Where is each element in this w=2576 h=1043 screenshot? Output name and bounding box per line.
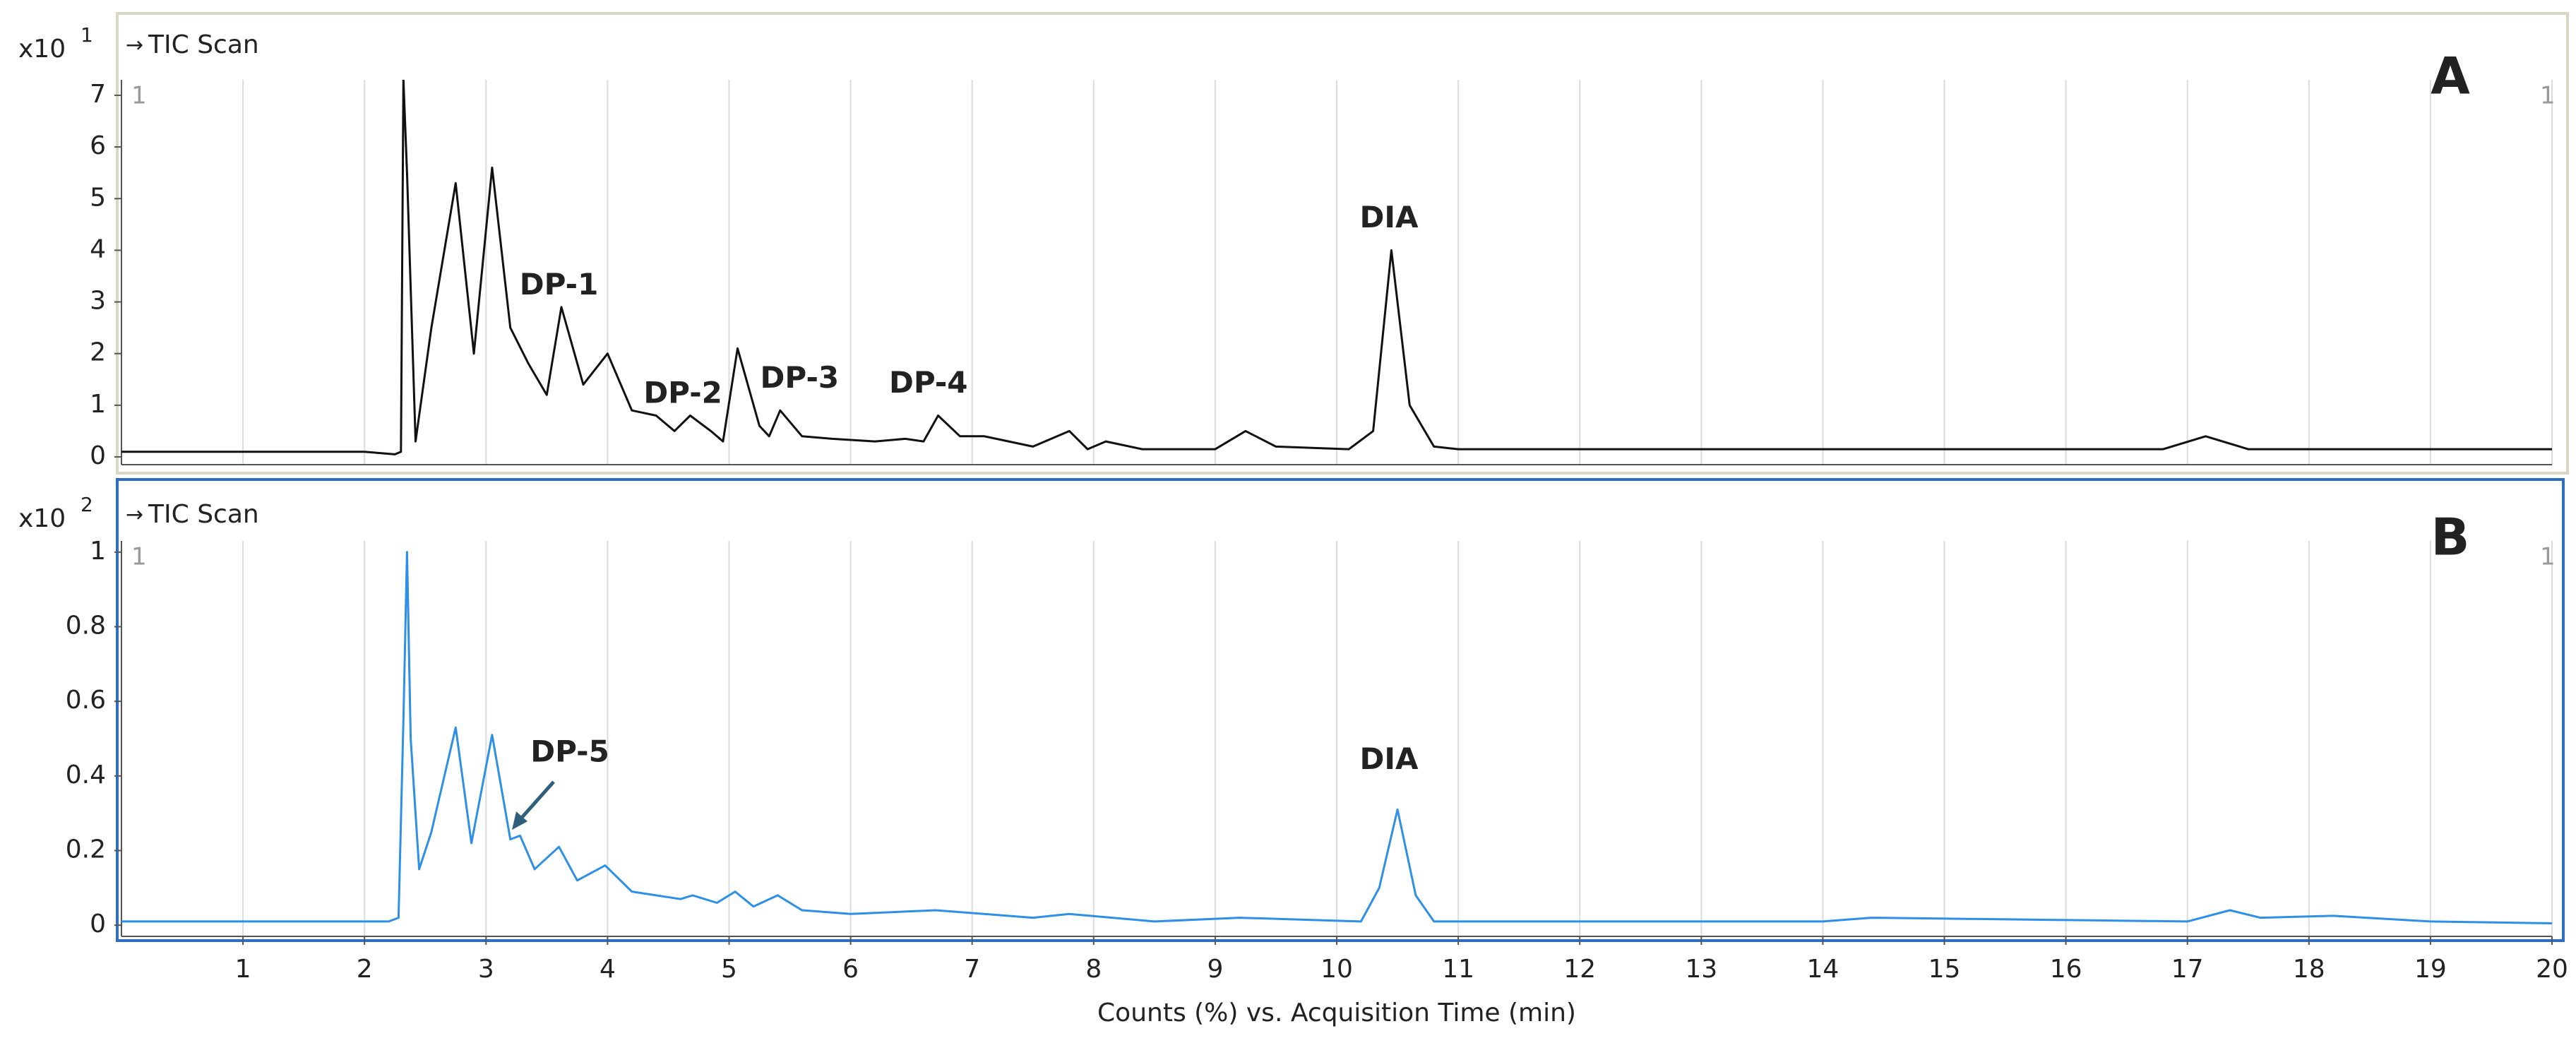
annotation: DP-5 (530, 734, 609, 769)
y-tick-label: 6 (90, 131, 106, 160)
annotation-arrow (518, 780, 555, 822)
annotation-arrowhead (512, 811, 528, 830)
x-tick-label: 13 (1685, 955, 1717, 984)
y-tick-label: 7 (90, 80, 106, 109)
y-multiplier: x10 (18, 504, 66, 533)
panel-label: B (2431, 508, 2470, 567)
x-tick-label: 15 (1928, 955, 1961, 984)
y-tick-label: 1 (90, 537, 106, 566)
annotation: DP-2 (643, 376, 722, 410)
y-tick-label: 5 (90, 183, 106, 212)
annotation: DIA (1360, 200, 1419, 234)
x-tick-label: 3 (478, 955, 494, 984)
annotation: DP-1 (520, 267, 599, 302)
legend-marker: → (126, 503, 143, 528)
y-tick-label: 0.4 (66, 761, 106, 789)
annotation: DP-3 (761, 360, 840, 395)
trace (121, 80, 2552, 455)
x-tick-label: 14 (1806, 955, 1839, 984)
y-exponent: 1 (80, 23, 93, 47)
y-tick-label: 0.8 (66, 612, 106, 640)
panel-label: A (2431, 47, 2470, 106)
y-multiplier: x10 (18, 35, 66, 64)
panel-frame (116, 12, 2569, 475)
y-tick-label: 1 (90, 390, 106, 419)
x-tick-label: 7 (964, 955, 980, 984)
x-tick-label: 8 (1085, 955, 1102, 984)
y-tick-label: 0.2 (66, 835, 106, 864)
trace (121, 551, 2552, 924)
y-tick-label: 3 (90, 287, 106, 316)
x-tick-label: 6 (842, 955, 859, 984)
panel-frame (116, 478, 2565, 942)
legend-marker: → (126, 33, 143, 58)
y-tick-label: 0 (90, 441, 106, 470)
corner-label: 1 (2540, 543, 2556, 571)
corner-label: 1 (131, 543, 147, 571)
x-tick-label: 4 (600, 955, 616, 984)
y-exponent: 2 (80, 493, 93, 516)
corner-label: 1 (131, 82, 147, 110)
x-tick-label: 17 (2171, 955, 2204, 984)
y-tick-label: 0.6 (66, 686, 106, 715)
y-tick-label: 2 (90, 338, 106, 367)
annotation: DP-4 (889, 365, 968, 400)
x-tick-label: 16 (2050, 955, 2082, 984)
x-axis-title: Counts (%) vs. Acquisition Time (min) (1097, 999, 1576, 1027)
x-tick-label: 9 (1207, 955, 1223, 984)
corner-label: 1 (2540, 82, 2556, 110)
x-tick-label: 19 (2414, 955, 2447, 984)
annotation: DIA (1360, 741, 1419, 776)
x-tick-label: 10 (1320, 955, 1353, 984)
legend-label: TIC Scan (148, 30, 259, 59)
y-tick-label: 4 (90, 234, 106, 263)
x-tick-label: 12 (1563, 955, 1596, 984)
y-tick-label: 0 (90, 910, 106, 938)
x-tick-label: 11 (1442, 955, 1474, 984)
x-tick-label: 20 (2536, 955, 2568, 984)
x-tick-label: 1 (235, 955, 251, 984)
x-tick-label: 5 (721, 955, 737, 984)
x-tick-label: 18 (2293, 955, 2325, 984)
x-tick-label: 2 (357, 955, 373, 984)
legend-label: TIC Scan (148, 500, 259, 529)
